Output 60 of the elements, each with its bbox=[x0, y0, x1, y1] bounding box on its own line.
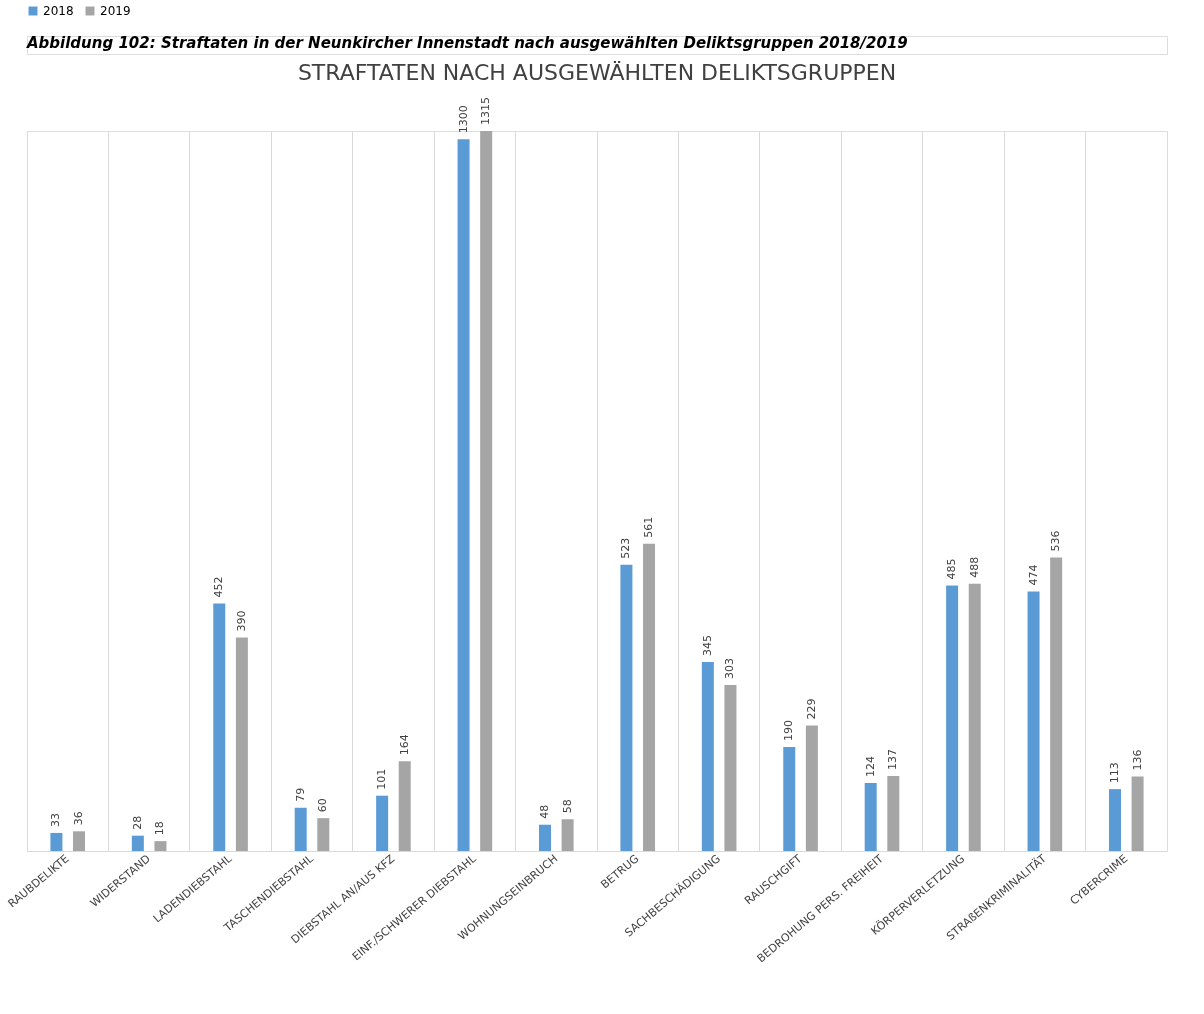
data-label: 18 bbox=[153, 821, 167, 836]
legend-label: 2018 bbox=[43, 4, 74, 18]
data-label: 58 bbox=[560, 799, 574, 814]
bar bbox=[968, 583, 981, 851]
bar bbox=[1131, 776, 1144, 851]
bar bbox=[213, 603, 226, 851]
bar bbox=[50, 832, 63, 851]
bar bbox=[73, 831, 86, 851]
bar bbox=[561, 819, 574, 851]
data-label: 33 bbox=[49, 812, 63, 827]
chart-title: STRAFTATEN NACH AUSGEWÄHLTEN DELIKTSGRUPPEN bbox=[297, 60, 897, 86]
bar bbox=[1027, 591, 1040, 851]
data-label: 28 bbox=[130, 815, 144, 830]
data-label: 124 bbox=[863, 756, 877, 778]
bar bbox=[887, 775, 900, 851]
bar bbox=[131, 835, 144, 851]
bar bbox=[480, 131, 493, 851]
data-label: 345 bbox=[700, 635, 714, 657]
bar bbox=[294, 807, 307, 851]
bar bbox=[376, 795, 389, 851]
bar bbox=[538, 824, 551, 851]
bar bbox=[1050, 557, 1063, 851]
bar bbox=[805, 725, 818, 851]
bar bbox=[398, 761, 411, 851]
data-label: 60 bbox=[316, 798, 330, 813]
data-label: 452 bbox=[212, 576, 226, 598]
data-label: 190 bbox=[782, 719, 796, 741]
bar bbox=[724, 685, 737, 851]
data-label: 1315 bbox=[479, 97, 493, 125]
data-label: 523 bbox=[619, 537, 633, 559]
bar bbox=[946, 585, 959, 851]
data-label: 390 bbox=[234, 610, 248, 632]
data-label: 79 bbox=[293, 787, 307, 802]
data-label: 474 bbox=[1026, 564, 1040, 586]
bar bbox=[783, 746, 796, 851]
data-label: 48 bbox=[537, 804, 551, 819]
data-label: 36 bbox=[72, 811, 86, 826]
bar bbox=[701, 662, 714, 851]
bar bbox=[457, 139, 470, 851]
data-label: 229 bbox=[804, 698, 818, 720]
data-label: 561 bbox=[642, 516, 656, 538]
text: Abbildung 102: Straftaten in der Neunkircher Innenstadt nach ausgewählten Deliktsgruppen 2018/2019 bbox=[26, 34, 908, 52]
bar bbox=[643, 543, 656, 851]
bar bbox=[864, 783, 877, 851]
bar bbox=[154, 841, 167, 851]
data-label: 164 bbox=[397, 734, 411, 756]
bar bbox=[1108, 789, 1121, 851]
bar bbox=[317, 818, 330, 851]
data-label: 1300 bbox=[456, 105, 470, 134]
data-label: 536 bbox=[1049, 530, 1063, 552]
data-label: 303 bbox=[723, 658, 737, 680]
data-label: 101 bbox=[375, 768, 389, 790]
data-label: 485 bbox=[945, 558, 959, 580]
data-label: 488 bbox=[967, 556, 981, 578]
data-label: 137 bbox=[886, 748, 900, 770]
bar bbox=[235, 637, 248, 851]
data-label: 113 bbox=[1107, 762, 1121, 784]
bar bbox=[620, 564, 633, 851]
legend-label: 2019 bbox=[100, 4, 131, 18]
data-label: 136 bbox=[1130, 749, 1144, 771]
